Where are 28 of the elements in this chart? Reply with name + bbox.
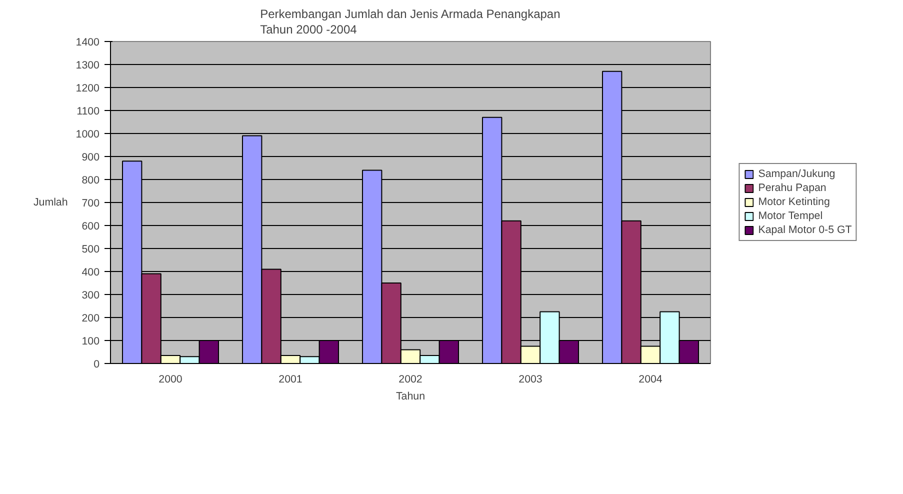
y-tick-label: 300 bbox=[82, 290, 100, 302]
y-tick-label: 200 bbox=[82, 312, 100, 324]
y-tick-label: 800 bbox=[82, 174, 100, 186]
legend-label: Motor Ketinting bbox=[758, 196, 830, 208]
y-tick-label: 600 bbox=[82, 220, 100, 232]
y-tick-label: 1300 bbox=[76, 60, 100, 72]
y-tick-label: 500 bbox=[82, 244, 100, 256]
x-tick-label: 2004 bbox=[638, 374, 662, 386]
x-tick-label: 2000 bbox=[158, 374, 182, 386]
y-tick-label: 1200 bbox=[76, 82, 100, 94]
legend-label: Sampan/Jukung bbox=[758, 168, 836, 180]
x-axis-title: Tahun bbox=[396, 390, 426, 402]
y-tick-label: 400 bbox=[82, 266, 100, 278]
y-tick-label: 900 bbox=[82, 152, 100, 164]
legend-label: Perahu Papan bbox=[758, 182, 826, 194]
legend-label: Motor Tempel bbox=[758, 210, 823, 222]
y-tick-label: 1400 bbox=[76, 36, 100, 48]
legend-label: Kapal Motor 0-5 GT bbox=[758, 224, 852, 236]
y-tick-label: 1000 bbox=[76, 128, 100, 140]
y-tick-label: 0 bbox=[94, 358, 100, 370]
y-tick-label: 700 bbox=[82, 198, 100, 210]
y-axis-title: Jumlah bbox=[33, 196, 68, 208]
x-tick-label: 2001 bbox=[278, 374, 302, 386]
y-tick-label: 100 bbox=[82, 336, 100, 348]
chart-title: Perkembangan Jumlah dan Jenis Armada Penangkapan Tahun 2000 -2004 bbox=[260, 7, 560, 36]
x-tick-label: 2002 bbox=[398, 374, 422, 386]
x-tick-label: 2003 bbox=[518, 374, 542, 386]
y-tick-label: 1100 bbox=[76, 106, 100, 118]
